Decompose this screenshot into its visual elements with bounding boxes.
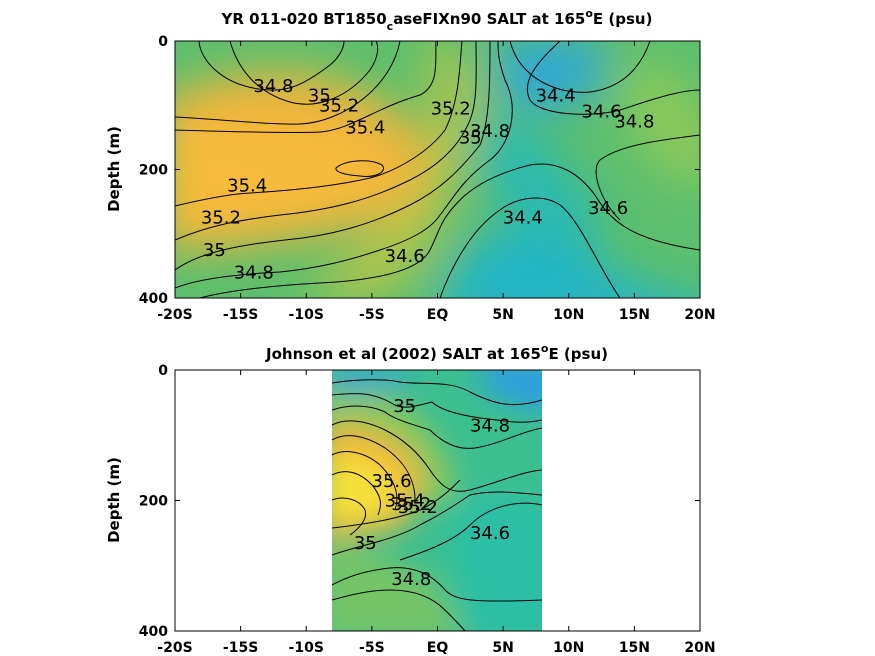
bottom-title: Johnson et al (2002) SALT at 165oE (psu): [265, 342, 608, 363]
top-axis-ticks: -20S -15S -10S -5S EQ 5N 10N 15N 20N 0 200 400: [139, 34, 716, 323]
bottom-contour-label: 35.2: [398, 497, 438, 518]
bottom-salinity-field: [332, 370, 542, 631]
bottom-axis-ticks: -20S -15S -10S -5S EQ 5N 10N 15N 20N 0 200 400: [139, 363, 716, 656]
bottom-y-tick-label: 400: [139, 624, 168, 640]
bottom-contour-label: 34.6: [470, 523, 510, 544]
top-x-tick-label: 15N: [619, 307, 650, 323]
top-title: YR 011-020 BT1850caseFIXn90 SALT at 165o…: [221, 7, 653, 33]
top-contour-lines: [175, 41, 700, 298]
bottom-panel: Johnson et al (2002) SALT at 165oE (psu): [105, 342, 716, 656]
top-y-tick-label: 200: [139, 163, 168, 179]
top-contour-label: 35.2: [319, 95, 359, 116]
bottom-x-tick-label: -5S: [359, 640, 385, 656]
top-salinity-field: [175, 41, 700, 298]
top-contour-label: 34.6: [588, 198, 628, 219]
top-x-tick-label: EQ: [427, 307, 449, 323]
bottom-contour-label: 34.8: [391, 569, 431, 590]
bottom-contour-label: 35.6: [372, 471, 412, 492]
bottom-y-axis-label: Depth (m): [105, 457, 123, 543]
top-y-tick-label: 0: [158, 34, 168, 50]
top-contour-label: 35: [459, 127, 482, 148]
top-contour-label: 34.8: [470, 121, 510, 142]
bottom-x-tick-label: -20S: [157, 640, 192, 656]
top-contour-label: 34.8: [234, 262, 274, 283]
top-contour-label: 34.8: [253, 76, 293, 97]
top-contour-label: 35.2: [431, 98, 471, 119]
bottom-x-tick-label: -15S: [223, 640, 258, 656]
top-contour-label: 34.4: [536, 86, 576, 107]
top-contour-label: 34.6: [385, 246, 425, 267]
top-contour-label: 35.4: [227, 176, 267, 197]
top-x-tick-label: -5S: [359, 307, 385, 323]
top-contour-label: 34.4: [503, 208, 543, 229]
bottom-x-tick-label: -10S: [289, 640, 324, 656]
top-panel: YR 011-020 BT1850caseFIXn90 SALT at 165o…: [105, 7, 716, 323]
bottom-contour-label: 34.8: [470, 415, 510, 436]
top-y-axis-label: Depth (m): [105, 126, 123, 212]
bottom-y-tick-label: 200: [139, 494, 168, 510]
bottom-contour-lines: [332, 379, 542, 631]
top-contour-labels: 34.8 3535.235.435.435.23534.834.635.23534…: [201, 76, 655, 283]
bottom-contour-label: 35.4: [385, 491, 425, 512]
bottom-contour-label: 35: [393, 396, 416, 417]
bottom-contour-label: 35.2: [391, 494, 431, 515]
top-x-tick-label: 5N: [492, 307, 513, 323]
bottom-x-tick-label: 5N: [492, 640, 513, 656]
top-x-tick-label: 10N: [553, 307, 584, 323]
bottom-x-tick-label: 20N: [684, 640, 715, 656]
top-x-tick-label: -20S: [157, 307, 192, 323]
bottom-y-tick-label: 0: [158, 363, 168, 379]
top-contour-label: 35: [308, 86, 331, 107]
bottom-contour-labels: 35 34.8 35.635.435.235.2 35 34.6 34.8: [354, 396, 510, 590]
top-contour-label: 35.4: [345, 118, 385, 139]
bottom-contour-label: 35: [354, 533, 377, 554]
top-x-tick-label: -15S: [223, 307, 258, 323]
top-contour-label: 35.2: [201, 208, 241, 229]
top-contour-label: 34.8: [614, 111, 654, 132]
top-y-tick-label: 400: [139, 291, 168, 307]
top-contour-label: 34.6: [582, 102, 622, 123]
bottom-x-tick-label: 15N: [619, 640, 650, 656]
bottom-x-tick-label: EQ: [427, 640, 449, 656]
bottom-x-tick-label: 10N: [553, 640, 584, 656]
top-x-tick-label: 20N: [684, 307, 715, 323]
top-contour-label: 35: [203, 240, 226, 261]
top-x-tick-label: -10S: [289, 307, 324, 323]
